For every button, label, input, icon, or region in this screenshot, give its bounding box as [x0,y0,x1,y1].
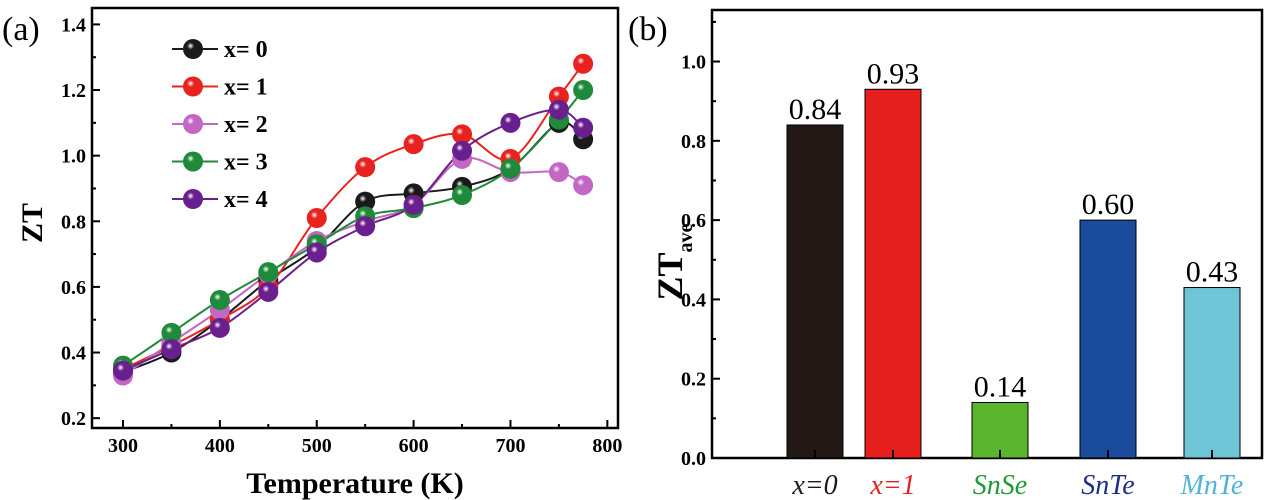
bar [971,401,1029,459]
y-tick-label: 0.2 [61,408,86,430]
data-point [209,290,230,311]
y-tick-label: 1.0 [61,146,86,168]
x-tick-label: SnTe [1081,470,1134,500]
bar-value-label: 0.43 [1186,256,1239,289]
y-tick-label: 0.6 [61,277,86,299]
y-tick-label: 1.2 [61,80,86,102]
bar-value-label: 0.14 [974,370,1027,403]
data-point [548,162,569,183]
y-tick-label: 0.4 [681,289,706,311]
bar [786,124,844,459]
bar-value-label: 0.84 [789,93,842,126]
legend-label: x= 1 [224,75,268,101]
x-tick-label: SnSe [973,470,1027,500]
y-tick-label: 0.8 [681,131,706,153]
legend-marker [183,114,203,134]
legend-marker [183,189,203,209]
y-tick-label: 1.4 [61,14,86,36]
legend-marker [183,76,203,97]
panel-b-ylabel: ZTave [650,223,697,300]
data-point [452,140,473,161]
y-tick-label: 0.4 [61,343,86,365]
bar-value-label: 0.93 [867,57,920,90]
legend-label: x= 3 [224,150,268,176]
data-point [209,317,230,338]
data-point [258,281,279,302]
data-point [573,117,594,138]
data-point [355,216,376,237]
panel-a-xlabel: Temperature (K) [246,467,463,500]
data-point [306,242,327,263]
data-point [161,339,182,360]
series-line [122,108,584,372]
panel-a-ylabel: ZT [16,203,49,243]
legend-label: x= 2 [224,112,268,138]
y-tick-label: 0.8 [61,211,86,233]
data-point [306,208,327,228]
panel-a-chart: 300 400 500 600 700 800 0.2 0.4 0.6 0.8 1.0 1.2 1.4 x… [61,6,622,457]
x-tick-label: 800 [592,435,622,457]
x-tick-label: 600 [399,435,429,457]
x-tick-label: 300 [108,435,138,457]
data-point [573,175,594,196]
data-point [452,185,473,206]
panel-b-label: (b) [628,11,668,48]
y-tick-label: 0.6 [681,210,706,232]
data-point [573,80,594,101]
bar [1183,287,1241,459]
x-tick-label: 500 [302,435,332,457]
bar [1079,219,1137,459]
y-tick-label: 1.0 [681,52,706,74]
data-point [258,262,279,283]
legend-marker [183,39,203,59]
panel-b-chart: 0.0 0.2 0.4 0.6 0.8 1.0 0.84 x=0 0.93 x=1 0.14 SnSe… [681,8,1264,500]
x-tick-label: 700 [495,435,525,457]
data-point [161,322,182,343]
legend-label: x= 0 [224,37,268,63]
y-tick-label: 0.0 [681,448,706,470]
data-point [500,158,521,179]
x-tick-label: 400 [205,435,235,457]
data-point [500,112,521,133]
x-tick-label: x=0 [791,470,837,500]
y-tick-label: 0.2 [681,369,706,391]
series-line [122,63,584,370]
x-tick-label: MnTe [1180,470,1244,500]
legend-marker [183,151,203,172]
data-point [548,99,569,120]
panel-a-label: (a) [2,11,40,48]
data-point [355,157,376,178]
bar [864,88,922,459]
data-point [355,191,376,212]
x-tick-label: x=1 [869,470,915,500]
plot-frame [90,6,620,430]
data-point [573,53,594,74]
data-point [403,194,424,215]
legend-label: x= 4 [224,187,268,213]
data-point [403,134,424,155]
bar-value-label: 0.60 [1082,188,1135,221]
data-point [452,124,473,145]
data-point [112,360,133,381]
